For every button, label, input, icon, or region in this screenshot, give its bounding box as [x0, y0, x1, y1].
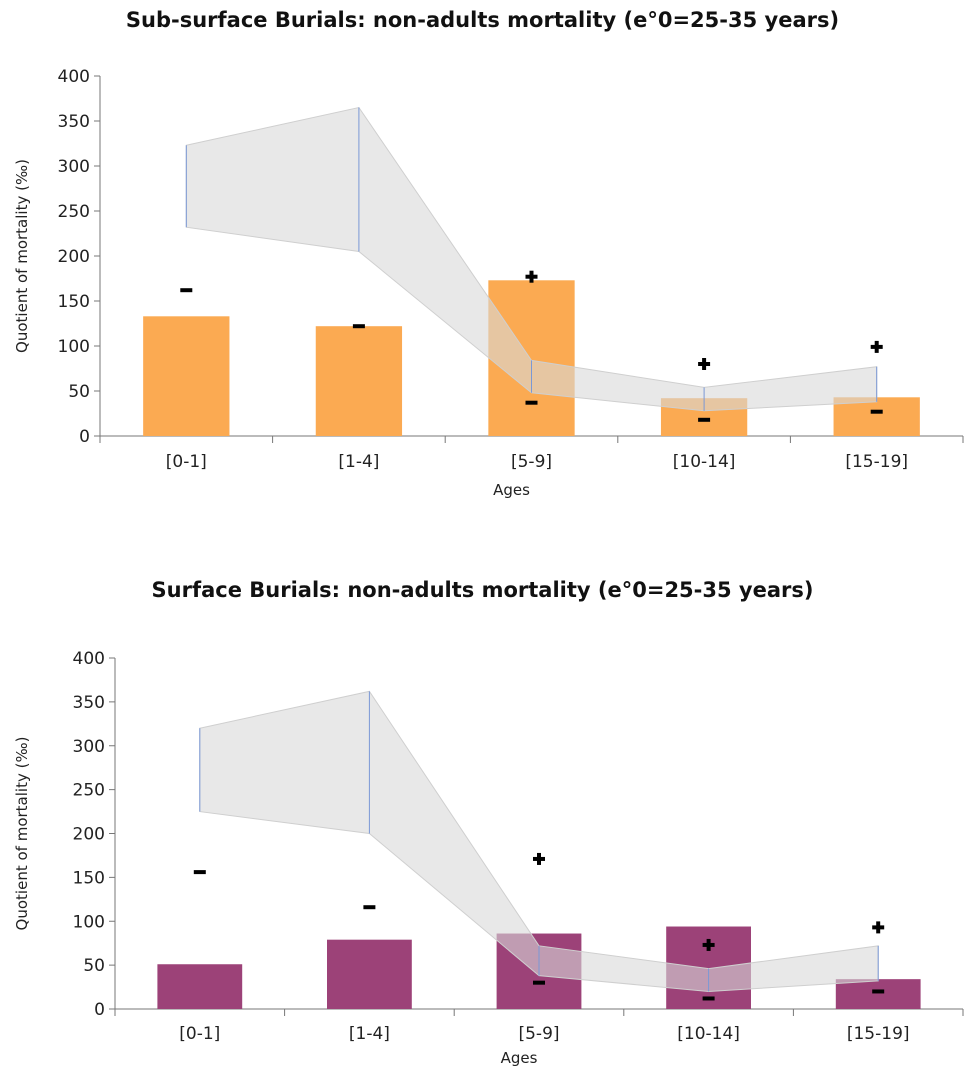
y-tick-label: 200	[73, 825, 105, 845]
x-tick-label: [1-4]	[338, 452, 379, 472]
y-tick-label: 350	[73, 693, 105, 713]
y-tick-label: 300	[73, 737, 105, 757]
bar-[1-4]	[315, 326, 403, 436]
bar-[15-19]	[835, 979, 921, 1009]
y-tick-label: 400	[73, 649, 105, 669]
bar-[0-1]	[143, 316, 230, 436]
y-tick-label: 0	[94, 1000, 105, 1020]
y-tick-label: 200	[58, 247, 90, 267]
x-tick-label: [15-19]	[847, 1024, 910, 1044]
chart-svg-subsurface: 0 50 100 150 200 250 300 350 400 [0-1] [1-4] [5-9] […	[13, 67, 964, 499]
x-tick-label: [5-9]	[518, 1024, 559, 1044]
y-axis-title: Quotient of mortality (‰)	[13, 737, 31, 931]
chart-title: Sub-surface Burials: non-adults mortalit…	[125, 8, 840, 32]
bar-[0-1]	[157, 964, 243, 1009]
y-tick-label: 350	[58, 112, 90, 132]
y-tick-label: 250	[58, 202, 90, 222]
x-axis-title: Ages	[493, 481, 530, 499]
y-tick-label: 100	[73, 912, 105, 932]
chart-panel-surface: Surface Burials: non-adults mortality (e…	[0, 560, 965, 1081]
x-tick-label: [1-4]	[349, 1024, 390, 1044]
bar-[1-4]	[327, 939, 412, 1009]
x-tick-label: [10-14]	[677, 1024, 740, 1044]
chart-svg-surface: 0 50 100 150 200 250 300 350 400 [0-1] [1-4] [5-9] […	[13, 649, 964, 1067]
x-tick-label: [0-1]	[166, 452, 207, 472]
x-tick-label: [5-9]	[511, 452, 552, 472]
x-tick-label: [10-14]	[673, 452, 736, 472]
y-axis-title: Quotient of mortality (‰)	[13, 159, 31, 353]
y-tick-label: 150	[58, 292, 90, 312]
y-tick-label: 250	[73, 781, 105, 801]
y-tick-label: 0	[79, 427, 90, 447]
x-tick-label: [15-19]	[845, 452, 908, 472]
y-tick-label: 300	[58, 157, 90, 177]
y-tick-label: 50	[83, 956, 105, 976]
y-tick-label: 50	[68, 382, 90, 402]
y-tick-label: 150	[73, 868, 105, 888]
chart-panel-subsurface: Sub-surface Burials: non-adults mortalit…	[0, 0, 965, 540]
y-tick-label: 100	[58, 337, 90, 357]
x-tick-label: [0-1]	[179, 1024, 220, 1044]
y-tick-label: 400	[58, 67, 90, 87]
x-axis-title: Ages	[501, 1049, 538, 1067]
chart-title: Surface Burials: non-adults mortality (e…	[151, 578, 814, 602]
